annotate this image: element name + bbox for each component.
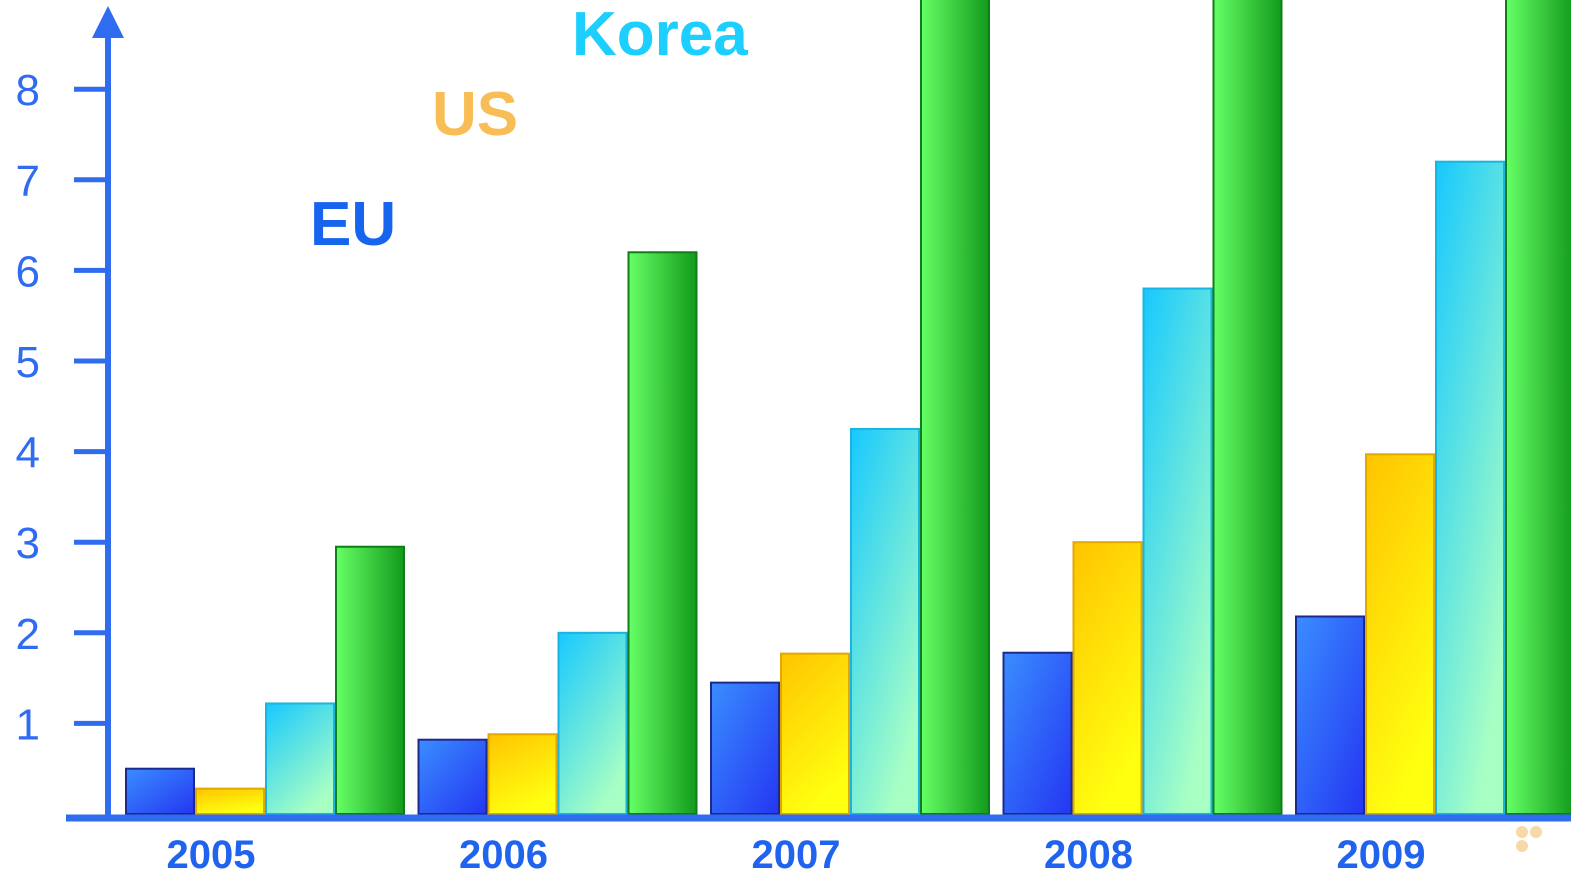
bar-series-4-2005 (335, 545, 405, 815)
bar-us-2009 (1365, 453, 1435, 815)
corner-dots-icon (1516, 826, 1542, 852)
x-category-labels: 2005 2006 2007 2008 2009 (167, 833, 1426, 875)
bar-eu-2006 (417, 738, 488, 816)
y-tick-label-8: 8 (16, 66, 40, 115)
bar-korea-2005 (265, 702, 335, 816)
y-tick-label-2: 2 (16, 610, 40, 659)
bar-group-2005 (125, 545, 405, 816)
bar-series-4-2009 (1505, 0, 1571, 816)
bar-us-2007 (780, 652, 850, 815)
axes-layer (66, 6, 1571, 822)
legend-label-us: US (432, 80, 518, 149)
y-tick-label-7: 7 (16, 157, 40, 206)
bar-eu-2007 (710, 681, 780, 815)
bar-series-4-2006 (627, 251, 698, 815)
bar-series-4-2007 (920, 0, 990, 816)
y-axis-arrow (92, 6, 124, 38)
x-category-label-2008: 2008 (1044, 833, 1133, 875)
bar-group-2009 (1295, 0, 1571, 816)
bar-korea-2008 (1142, 287, 1213, 815)
y-tick-label-3: 3 (16, 519, 40, 568)
x-category-label-2005: 2005 (167, 833, 256, 875)
bar-group-2008 (1002, 0, 1283, 816)
bar-eu-2009 (1295, 615, 1365, 815)
bar-group-2007 (710, 0, 990, 816)
bars-layer (125, 0, 1571, 816)
y-tick-label-1: 1 (16, 700, 40, 749)
bar-korea-2006 (557, 631, 628, 815)
y-tick-label-4: 4 (16, 429, 40, 478)
bar-group-2006 (417, 251, 698, 816)
bar-eu-2008 (1002, 651, 1073, 815)
bar-eu-2005 (125, 767, 195, 816)
legend: EU US Korea (310, 0, 748, 259)
legend-label-korea: Korea (572, 0, 748, 69)
bar-korea-2007 (850, 427, 920, 815)
bar-us-2005 (195, 787, 265, 816)
x-category-label-2007: 2007 (752, 833, 841, 875)
legend-label-eu: EU (310, 190, 396, 259)
bar-korea-2009 (1435, 160, 1505, 815)
bar-series-4-2008 (1212, 0, 1283, 816)
y-tick-label-5: 5 (16, 338, 40, 387)
y-ticks: 1 2 3 4 5 6 7 8 (16, 66, 108, 749)
bar-us-2006 (487, 733, 558, 815)
bar-us-2008 (1072, 541, 1143, 815)
y-tick-label-6: 6 (16, 247, 40, 296)
x-category-label-2006: 2006 (459, 833, 548, 875)
x-category-label-2009: 2009 (1337, 833, 1426, 875)
